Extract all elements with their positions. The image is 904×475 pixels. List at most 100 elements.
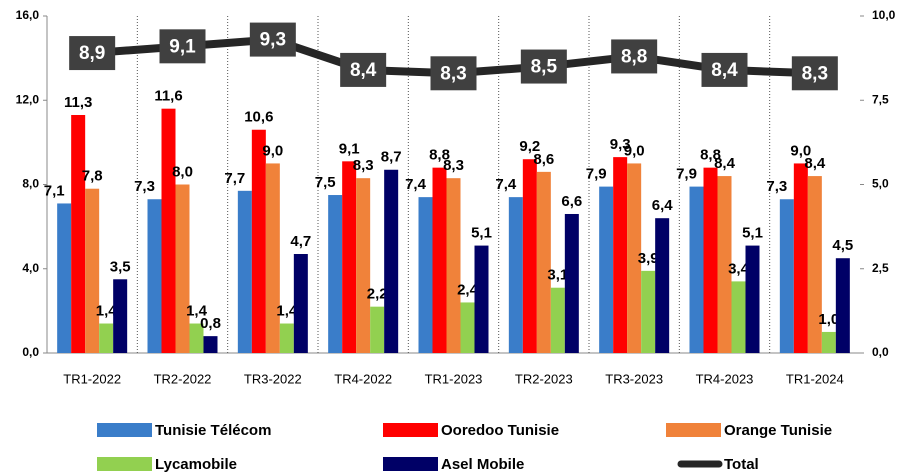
total-label: 9,3 <box>260 30 286 51</box>
value-label: 6,6 <box>561 193 582 210</box>
bar <box>536 171 551 353</box>
total-label-box <box>159 29 206 64</box>
total-label-box <box>69 36 116 71</box>
bar <box>446 178 461 353</box>
bar <box>641 270 656 353</box>
bar <box>418 197 433 353</box>
bar <box>793 163 808 353</box>
bar <box>835 258 850 353</box>
y-tick-label: 12,0 <box>16 92 40 106</box>
bar <box>71 114 86 354</box>
bar <box>384 169 399 353</box>
y-tick-label: 8,0 <box>22 177 39 191</box>
bar <box>703 167 718 353</box>
x-tick-label: TR4-2022 <box>334 371 392 386</box>
value-label: 2,2 <box>367 286 388 303</box>
value-label: 2,4 <box>457 281 479 298</box>
value-label: 5,1 <box>471 225 492 242</box>
total-label-box <box>611 39 658 74</box>
value-label: 9,0 <box>262 142 283 159</box>
x-tick-label: TR1-2024 <box>786 371 844 386</box>
x-tick-label: TR1-2022 <box>63 371 121 386</box>
y2-tick-label: 10,0 <box>872 8 896 22</box>
total-label: 8,3 <box>440 63 466 84</box>
bar <box>564 213 579 353</box>
x-tick-label: TR2-2023 <box>515 371 573 386</box>
x-tick-label: TR3-2023 <box>605 371 663 386</box>
bar <box>356 178 371 353</box>
y2-tick-label: 7,5 <box>872 92 889 106</box>
value-label: 11,6 <box>154 88 182 105</box>
bar <box>342 161 357 353</box>
x-tick-label: TR3-2022 <box>244 371 302 386</box>
total-label: 8,8 <box>621 46 647 67</box>
value-label: 0,8 <box>200 315 221 332</box>
total-label: 8,4 <box>711 60 738 81</box>
bar <box>175 184 190 353</box>
legend-swatch <box>97 457 152 471</box>
y-tick-label: 4,0 <box>22 261 39 275</box>
legend-swatch <box>97 423 152 437</box>
bar <box>807 176 822 353</box>
bar <box>627 163 642 353</box>
bar <box>251 129 266 353</box>
value-label: 9,2 <box>519 138 540 155</box>
value-label: 4,5 <box>832 237 853 254</box>
bar <box>57 203 72 353</box>
bar <box>189 323 204 353</box>
bar <box>293 254 308 353</box>
y-tick-label: 16,0 <box>16 8 40 22</box>
bar <box>613 157 628 353</box>
legend-label: Tunisie Télécom <box>155 422 271 439</box>
legend-label: Ooredoo Tunisie <box>441 422 559 439</box>
total-label-box <box>340 52 387 87</box>
value-label: 11,3 <box>64 94 92 111</box>
bar <box>550 287 565 353</box>
total-label: 8,3 <box>802 63 828 84</box>
value-label: 7,3 <box>766 178 787 195</box>
bar <box>779 199 794 353</box>
value-label: 8,3 <box>443 157 464 174</box>
value-label: 6,4 <box>652 197 674 214</box>
total-label-box <box>430 56 477 91</box>
value-label: 4,7 <box>290 233 311 250</box>
value-label: 9,0 <box>624 142 645 159</box>
bar <box>203 336 218 353</box>
value-label: 7,8 <box>82 168 103 185</box>
legend-label: Asel Mobile <box>441 456 524 473</box>
bar <box>99 323 114 353</box>
y-tick-label: 0,0 <box>22 345 39 359</box>
legend-label: Orange Tunisie <box>724 422 832 439</box>
bar <box>821 331 836 353</box>
value-label: 3,4 <box>728 260 750 277</box>
bar <box>265 163 280 353</box>
legend-label: Lycamobile <box>155 456 237 473</box>
total-label-box <box>701 52 748 87</box>
value-label: 9,1 <box>339 140 360 157</box>
total-label: 9,1 <box>169 36 196 57</box>
total-label-box <box>791 56 838 91</box>
value-label: 8,0 <box>172 163 193 180</box>
value-label: 7,9 <box>586 166 607 183</box>
value-label: 3,9 <box>638 250 659 267</box>
bar <box>474 245 489 353</box>
value-label: 7,3 <box>134 178 155 195</box>
value-label: 8,4 <box>804 155 826 172</box>
x-tick-label: TR4-2023 <box>696 371 754 386</box>
legend-swatch <box>666 423 721 437</box>
value-label: 8,8 <box>429 147 450 164</box>
total-label: 8,4 <box>350 60 377 81</box>
value-label: 1,4 <box>276 302 298 319</box>
bar <box>85 188 100 353</box>
bar <box>508 197 523 353</box>
total-label: 8,9 <box>79 43 105 64</box>
value-label: 5,1 <box>742 225 763 242</box>
bar <box>113 279 128 353</box>
value-label: 8,8 <box>700 147 721 164</box>
value-label: 8,7 <box>381 149 402 166</box>
bar <box>147 199 162 353</box>
y2-tick-label: 0,0 <box>872 345 889 359</box>
bar <box>432 167 447 353</box>
bar <box>237 190 252 353</box>
value-label: 9,0 <box>790 142 811 159</box>
